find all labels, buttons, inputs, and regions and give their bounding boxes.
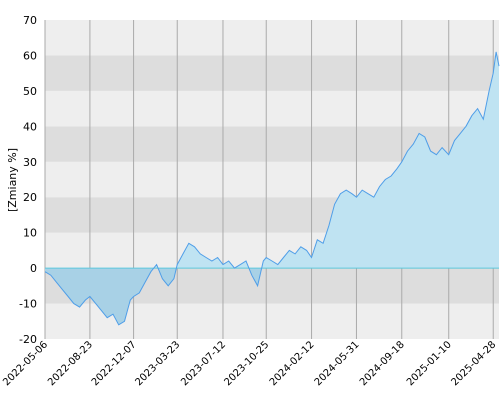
x-tick-label: 2022-05-06	[1, 339, 50, 388]
y-tick-label: 20	[23, 191, 37, 204]
negative-area	[45, 268, 262, 325]
series-line	[44, 51, 500, 326]
grid-band	[45, 20, 499, 56]
x-tick-label: 2022-08-23	[46, 339, 95, 388]
x-tick-label: 2025-04-28	[449, 339, 498, 388]
y-axis-label: [Zmiany %]	[6, 148, 19, 212]
grid-band	[45, 55, 499, 91]
y-tick-label: 60	[23, 49, 37, 62]
y-tick-label: 10	[23, 227, 37, 240]
x-tick-label: 2023-10-25	[222, 339, 271, 388]
y-tick-label: 30	[23, 156, 37, 169]
x-tick-label: 2024-05-31	[313, 339, 362, 388]
grid-band	[45, 90, 499, 127]
x-tick-label: 2023-07-12	[179, 339, 228, 388]
x-tick-label: 2022-12-07	[90, 339, 139, 388]
y-tick-label: 50	[23, 85, 37, 98]
x-tick-label: 2025-01-10	[405, 339, 454, 388]
y-tick-label: 40	[23, 120, 37, 133]
x-tick-label: 2024-09-18	[358, 339, 407, 388]
x-tick-label: 2023-03-23	[133, 339, 182, 388]
x-tick-labels: 2022-05-062022-08-232022-12-072023-03-23…	[1, 339, 498, 388]
x-tick-label: 2024-02-12	[268, 339, 317, 388]
y-tick-label: -10	[19, 298, 37, 311]
y-tick-labels: -20 -10 0 10 20 30 40 50 60 70	[19, 14, 37, 346]
y-tick-label: 70	[23, 14, 37, 27]
positive-area	[45, 51, 499, 269]
y-tick-label: 0	[30, 262, 37, 275]
y-tick-label: -20	[19, 333, 37, 346]
